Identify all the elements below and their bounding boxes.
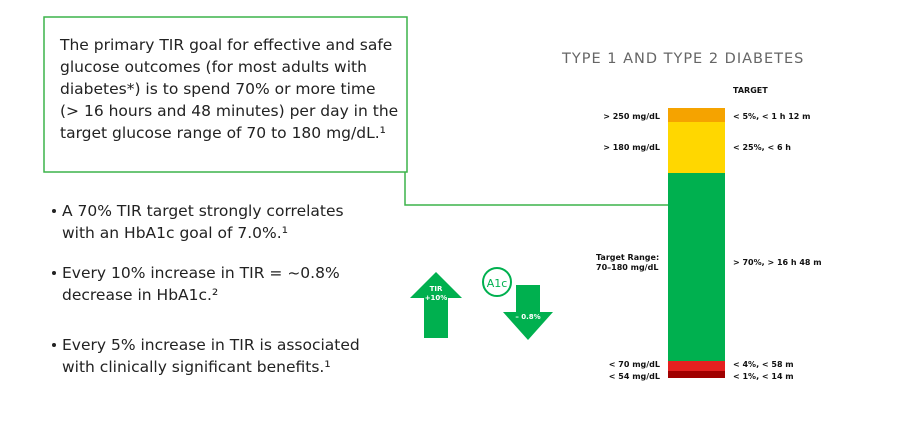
tir-label: TIR <box>430 285 443 293</box>
bullet-line: A 70% TIR target strongly correlates <box>62 202 344 220</box>
a1c-circle <box>482 267 512 297</box>
bullet-dot <box>52 271 56 275</box>
callout-line: target glucose range of 70 to 180 mg/dL.… <box>60 124 386 142</box>
a1c-label: A1c <box>487 277 508 290</box>
range-target: < 5%, < 1 h 12 m <box>733 112 810 121</box>
a1c-icon: A1c – 0.8% <box>482 267 553 340</box>
bar-high <box>668 122 725 173</box>
connector <box>404 172 668 206</box>
bar-in-range <box>668 173 725 361</box>
a1c-change: – 0.8% <box>515 313 540 321</box>
range-label: > 180 mg/dL <box>603 143 660 152</box>
range-target: < 4%, < 58 m <box>733 360 794 369</box>
callout-box <box>43 16 408 173</box>
range-label: < 70 mg/dL <box>609 360 660 369</box>
bullet-dot <box>52 209 56 213</box>
bar-very-low <box>668 371 725 378</box>
bar-low <box>668 361 725 371</box>
up-arrow <box>410 272 462 338</box>
panel-title: TYPE 1 AND TYPE 2 DIABETES <box>561 51 804 67</box>
range-target: < 25%, < 6 h <box>733 143 791 152</box>
bullet-line: decrease in HbA1c.² <box>62 286 218 304</box>
bullet-line: Every 10% increase in TIR = ~0.8% <box>62 264 340 282</box>
tir-icon: TIR +10% <box>410 272 462 338</box>
range-target: > 70%, > 16 h 48 m <box>733 258 822 267</box>
bullet-line: with an HbA1c goal of 7.0%.¹ <box>62 224 288 242</box>
range-target: < 1%, < 14 m <box>733 372 794 381</box>
bullet-dot <box>52 343 56 347</box>
callout-line: (> 16 hours and 48 minutes) per day in t… <box>60 102 398 120</box>
bullet-line: with clinically significant benefits.¹ <box>62 358 331 376</box>
range-label: 70–180 mg/dL <box>596 263 658 272</box>
callout-line: glucose outcomes (for most adults with <box>60 58 367 76</box>
range-bar <box>668 108 725 378</box>
tir-change: +10% <box>425 294 448 302</box>
bullet-line: Every 5% increase in TIR is associated <box>62 336 360 354</box>
range-label: Target Range: <box>596 253 659 262</box>
range-label: > 250 mg/dL <box>603 112 660 121</box>
callout-line: diabetes*) is to spend 70% or more time <box>60 80 376 98</box>
target-header: TARGET <box>733 86 768 95</box>
range-label: < 54 mg/dL <box>609 372 660 381</box>
down-arrow <box>503 285 553 340</box>
bar-very-high <box>668 108 725 122</box>
callout-line: The primary TIR goal for effective and s… <box>59 36 392 54</box>
